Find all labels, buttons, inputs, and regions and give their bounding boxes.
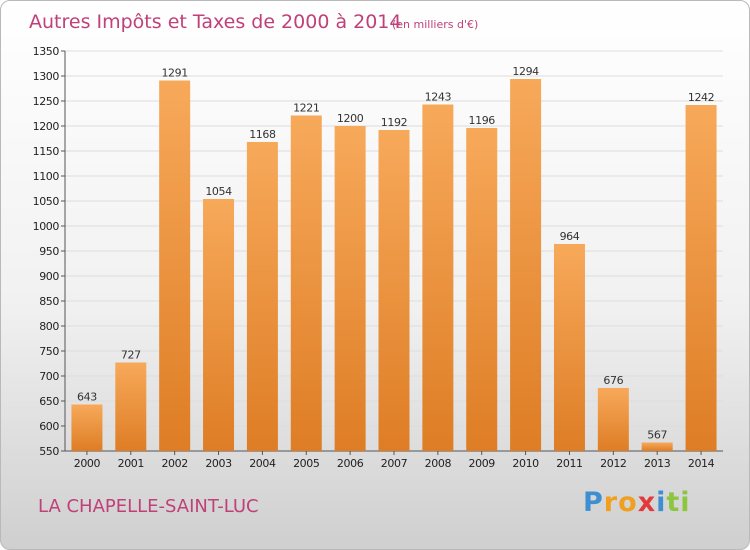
bar-2005 [290, 115, 322, 451]
y-tick-label: 900 [39, 270, 59, 283]
bar-2012 [597, 388, 629, 451]
data-label-2000: 643 [77, 391, 97, 404]
logo-letter: P [583, 487, 604, 518]
y-tick-label: 1100 [33, 170, 60, 183]
data-label-2008: 1243 [425, 91, 452, 104]
y-tick-label: 1050 [33, 195, 60, 208]
data-labels: 643 727 1291 1054 1168 1221 1200 1192 1243 1196 12… [77, 65, 715, 442]
y-tick-label: 850 [39, 295, 59, 308]
y-tick-label: 750 [39, 345, 59, 358]
data-label-2012: 676 [603, 374, 623, 387]
bar-2013 [641, 442, 673, 451]
y-tick-labels: 550 600 650 700 750 800 850 900 950 1000 1050 1100 1… [33, 45, 60, 458]
bar-2008 [422, 104, 454, 451]
y-tick-label: 700 [39, 370, 59, 383]
x-tick-label-2008: 2008 [425, 457, 452, 470]
y-tick-label: 550 [39, 445, 59, 458]
x-tick-label-2011: 2011 [556, 457, 582, 470]
y-tick-label: 800 [39, 320, 59, 333]
data-label-2007: 1192 [381, 116, 407, 129]
y-tick-label: 1250 [33, 95, 60, 108]
logo-letter: t [666, 487, 681, 518]
x-tick-labels: 2000 2001 2002 2003 2004 2005 2006 2007 2008 2009… [74, 457, 715, 470]
y-tick-label: 950 [39, 245, 59, 258]
data-label-2001: 727 [121, 349, 141, 362]
commune-name: LA CHAPELLE-SAINT-LUC [38, 496, 259, 517]
x-tick-label-2002: 2002 [161, 457, 187, 470]
x-tick-label-2012: 2012 [600, 457, 626, 470]
data-label-2003: 1054 [205, 185, 232, 198]
x-tick-label-2004: 2004 [249, 457, 276, 470]
bar-2003 [203, 199, 235, 451]
bar-2000 [71, 404, 103, 451]
x-tick-label-2005: 2005 [293, 457, 320, 470]
x-tick-label-2003: 2003 [205, 457, 232, 470]
data-label-2010: 1294 [512, 65, 539, 78]
data-label-2004: 1168 [249, 128, 276, 141]
data-label-2014: 1242 [688, 91, 714, 104]
data-label-2006: 1200 [337, 112, 364, 125]
bar-2010 [510, 79, 542, 451]
data-label-2005: 1221 [293, 102, 319, 115]
y-tick-label: 1350 [33, 45, 60, 58]
x-tick-label-2007: 2007 [381, 457, 408, 470]
data-label-2009: 1196 [469, 114, 496, 127]
chart-title: Autres Impôts et Taxes de 2000 à 2014 [29, 11, 402, 33]
data-label-2002: 1291 [161, 67, 187, 80]
proxiti-logo: Proxiti [583, 487, 691, 518]
x-tick-label-2000: 2000 [74, 457, 101, 470]
x-tick-label-2001: 2001 [118, 457, 144, 470]
x-tick-label-2009: 2009 [469, 457, 496, 470]
bar-2009 [466, 128, 498, 451]
y-tick-label: 1200 [33, 120, 60, 133]
x-tick-label-2013: 2013 [644, 457, 671, 470]
data-label-2013: 567 [647, 429, 667, 442]
y-tick-label: 1000 [33, 220, 60, 233]
chart-unit: (en milliers d'€) [392, 18, 478, 31]
bar-2014 [685, 105, 717, 451]
y-tick-label: 650 [39, 395, 59, 408]
x-tick-label-2010: 2010 [512, 457, 539, 470]
y-tick-label: 1300 [33, 70, 60, 83]
y-tick-label: 1150 [33, 145, 60, 158]
data-label-2011: 964 [560, 230, 580, 243]
x-tick-label-2014: 2014 [688, 457, 715, 470]
bar-2001 [115, 362, 147, 451]
bar-2006 [334, 126, 366, 451]
logo-letter: i [680, 487, 691, 518]
y-tick-label: 600 [39, 420, 59, 433]
logo-letter: i [656, 487, 667, 518]
bar-2002 [159, 80, 191, 451]
logo-letter: r [603, 487, 619, 518]
bar-2004 [246, 142, 278, 451]
bar-2011 [553, 244, 585, 451]
x-tick-label-2006: 2006 [337, 457, 364, 470]
bar-2007 [378, 130, 410, 451]
logo-letter: x [637, 487, 657, 518]
bars [71, 79, 717, 451]
logo-letter: o [618, 487, 638, 518]
